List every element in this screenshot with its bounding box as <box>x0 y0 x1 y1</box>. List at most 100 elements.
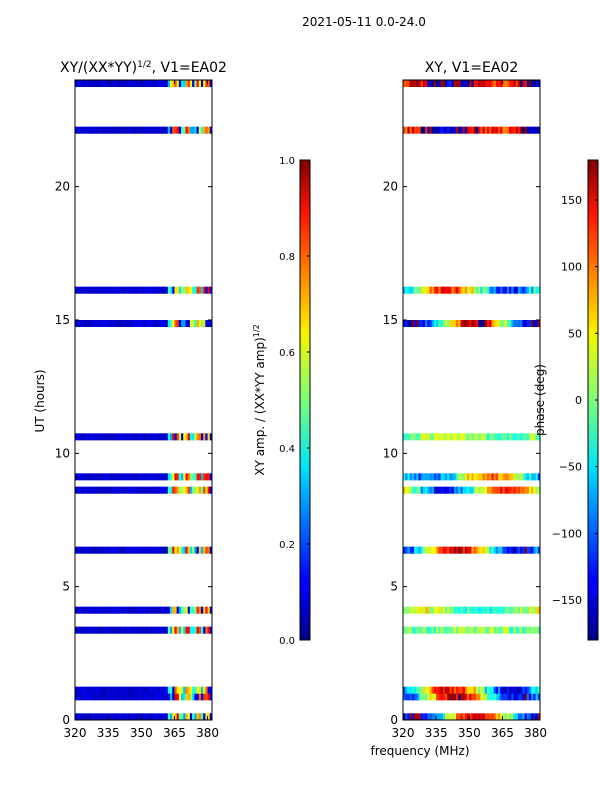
heatmap-cell <box>464 713 468 720</box>
heatmap-cell <box>403 126 406 134</box>
heatmap-cell <box>121 713 124 720</box>
heatmap-cell <box>97 693 100 701</box>
heatmap-cell <box>482 320 486 328</box>
heatmap-cell <box>427 80 430 88</box>
heatmap-cell <box>478 486 481 494</box>
heatmap-cell <box>183 320 186 328</box>
heatmap-cell <box>407 693 410 701</box>
heatmap-cell <box>150 433 153 441</box>
heatmap-cell <box>420 693 424 701</box>
heatmap-cell <box>128 546 131 554</box>
heatmap-cell <box>75 626 78 634</box>
heatmap-cell <box>509 80 512 88</box>
heatmap-cell <box>165 320 169 328</box>
heatmap-cell <box>489 486 492 494</box>
heatmap-cell <box>467 286 470 294</box>
heatmap-cell <box>209 433 212 441</box>
heatmap-cell <box>431 433 435 441</box>
heatmap-cell <box>112 433 116 441</box>
heatmap-cell <box>200 126 204 134</box>
heatmap-cell <box>123 713 127 720</box>
heatmap-cell <box>493 320 497 328</box>
heatmap-cell <box>438 286 441 294</box>
heatmap-cell <box>469 433 472 441</box>
heatmap-cell <box>77 693 80 701</box>
heatmap-cell <box>405 606 408 614</box>
heatmap-cell <box>123 486 127 494</box>
heatmap-cell <box>130 126 133 134</box>
heatmap-cell <box>121 486 124 494</box>
heatmap-cell <box>185 473 189 481</box>
heatmap-cell <box>108 433 111 441</box>
heatmap-cell <box>515 286 519 294</box>
heatmap-cell <box>520 486 523 494</box>
heatmap-cell <box>462 546 466 554</box>
heatmap-cell <box>90 546 94 554</box>
heatmap-cell <box>108 80 111 88</box>
heatmap-cell <box>464 80 468 88</box>
heatmap-cell <box>156 713 160 720</box>
heatmap-cell <box>136 80 140 88</box>
heatmap-cell <box>103 433 107 441</box>
heatmap-cell <box>90 80 94 88</box>
heatmap-cell <box>493 606 497 614</box>
heatmap-cell <box>90 713 94 720</box>
heatmap-cell <box>484 546 488 554</box>
heatmap-cell <box>471 320 475 328</box>
heatmap-cell <box>92 713 96 720</box>
heatmap-cell <box>209 126 212 134</box>
heatmap-cell <box>134 286 138 294</box>
heatmap-cell <box>174 606 177 614</box>
heatmap-cell <box>121 80 124 88</box>
heatmap-cell <box>187 713 191 720</box>
heatmap-cell <box>178 686 182 694</box>
heatmap-cell <box>145 320 149 328</box>
heatmap-cell <box>493 686 497 694</box>
heatmap-cell <box>114 626 118 634</box>
heatmap-cell <box>520 320 523 328</box>
heatmap-cell <box>170 473 173 481</box>
heatmap-cell <box>462 473 466 481</box>
heatmap-cell <box>165 126 169 134</box>
heatmap-cell <box>420 473 424 481</box>
heatmap-cell <box>178 320 182 328</box>
heatmap-cell <box>425 80 428 88</box>
heatmap-cell <box>484 713 488 720</box>
heatmap-cell <box>172 693 175 701</box>
heatmap-cell <box>531 433 534 441</box>
heatmap-cell <box>442 320 446 328</box>
heatmap-cell <box>433 686 437 694</box>
heatmap-cell <box>464 693 468 701</box>
heatmap-cell <box>143 473 147 481</box>
heatmap-cell <box>456 713 459 720</box>
heatmap-cell <box>456 320 459 328</box>
heatmap-cell <box>531 473 534 481</box>
heatmap-cell <box>500 473 503 481</box>
heatmap-cell <box>136 686 140 694</box>
heatmap-cell <box>150 473 153 481</box>
heatmap-cell <box>207 320 211 328</box>
heatmap-cell <box>101 473 105 481</box>
heatmap-cell <box>81 80 85 88</box>
heatmap-cell <box>458 473 461 481</box>
heatmap-cell <box>528 473 532 481</box>
heatmap-cell <box>484 686 488 694</box>
heatmap-cell <box>147 286 151 294</box>
heatmap-cell <box>469 686 472 694</box>
heatmap-cell <box>409 693 413 701</box>
heatmap-cell <box>416 433 419 441</box>
heatmap-cell <box>464 626 468 634</box>
heatmap-cell <box>449 693 452 701</box>
heatmap-cell <box>158 693 162 701</box>
heatmap-cell <box>515 713 519 720</box>
heatmap-cell <box>462 606 466 614</box>
heatmap-cell <box>209 546 212 554</box>
heatmap-cell <box>504 693 508 701</box>
heatmap-cell <box>79 693 82 701</box>
heatmap-cell <box>141 286 144 294</box>
heatmap-cell <box>79 626 82 634</box>
heatmap-cell <box>167 626 171 634</box>
heatmap-cell <box>114 713 118 720</box>
heatmap-cell <box>165 713 169 720</box>
heatmap-cell <box>194 433 197 441</box>
